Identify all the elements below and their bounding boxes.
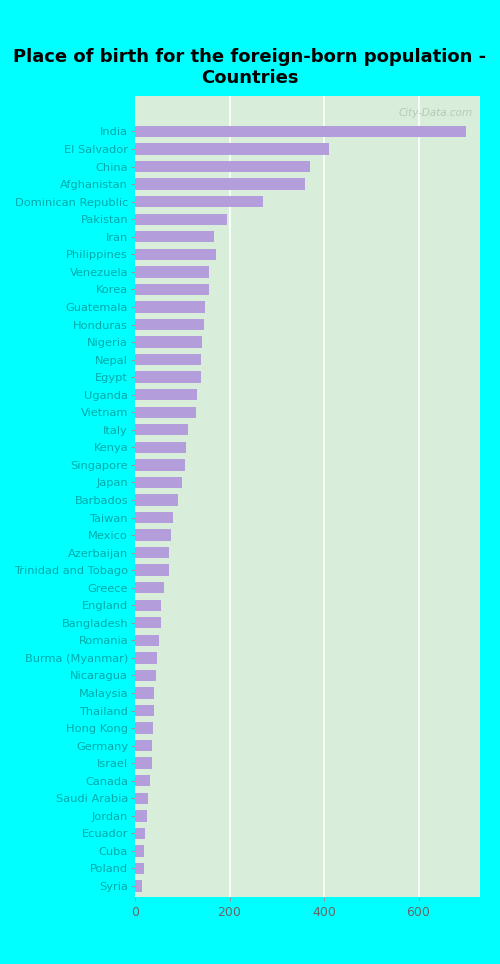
Bar (135, 565, 168, 576)
Bar (135, 722, 153, 734)
Bar (135, 144, 329, 155)
Bar (135, 495, 178, 506)
Bar (135, 302, 205, 312)
Bar (135, 336, 202, 348)
Bar (135, 775, 150, 787)
Bar (135, 442, 186, 453)
Bar (135, 810, 147, 821)
Bar (135, 213, 227, 225)
Bar (135, 582, 164, 594)
Bar (135, 863, 143, 874)
Bar (135, 758, 152, 769)
Bar (135, 477, 182, 488)
Bar (135, 407, 196, 418)
Bar (135, 792, 148, 804)
Bar (135, 266, 209, 278)
Bar (135, 529, 171, 541)
Bar (135, 687, 154, 699)
Bar (135, 670, 156, 682)
Text: City-Data.com: City-Data.com (399, 108, 473, 119)
Bar (135, 319, 204, 331)
Bar (135, 424, 188, 436)
Bar (135, 249, 216, 260)
Bar (135, 547, 169, 558)
Bar (135, 459, 185, 470)
Bar (135, 371, 201, 383)
Bar (135, 705, 154, 716)
Bar (135, 880, 141, 892)
Bar (135, 600, 162, 611)
Bar (135, 231, 214, 243)
Bar (135, 178, 305, 190)
Bar (135, 845, 144, 857)
Bar (135, 617, 161, 629)
Bar (135, 634, 159, 646)
Text: Place of birth for the foreign-born population -
Countries: Place of birth for the foreign-born popu… (14, 48, 486, 87)
Bar (135, 828, 145, 839)
Bar (135, 283, 208, 295)
Bar (135, 161, 310, 173)
Bar (135, 354, 201, 365)
Bar (135, 512, 173, 523)
Bar (135, 740, 152, 751)
Bar (135, 196, 262, 207)
Bar (135, 389, 198, 400)
Bar (135, 125, 466, 137)
Bar (135, 653, 156, 663)
